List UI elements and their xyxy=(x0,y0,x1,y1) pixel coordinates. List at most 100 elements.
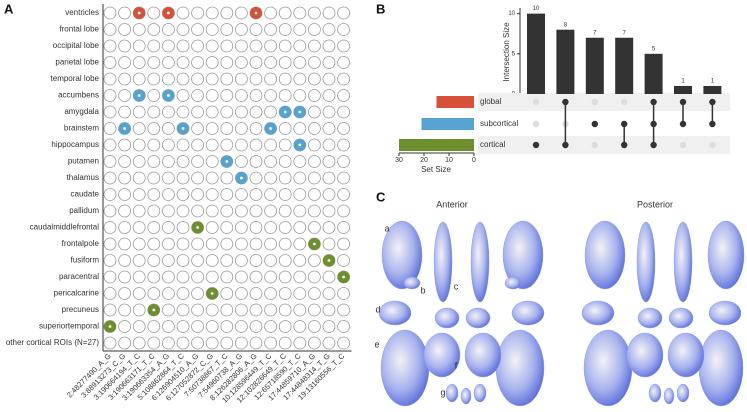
empty-dot xyxy=(249,105,263,119)
bar xyxy=(585,37,604,94)
empty-dot xyxy=(249,320,263,333)
empty-dot xyxy=(147,105,161,119)
empty-dot xyxy=(103,287,117,300)
x-tick-label: 10 xyxy=(445,157,453,164)
region-label: d xyxy=(375,304,380,314)
empty-dot xyxy=(220,39,234,53)
matrix-dot xyxy=(621,98,628,106)
bar xyxy=(556,29,575,94)
empty-dot xyxy=(264,56,278,69)
empty-dot xyxy=(147,336,161,350)
empty-dot xyxy=(234,336,248,350)
empty-dot xyxy=(293,6,307,20)
empty-dot xyxy=(220,204,234,218)
empty-dot xyxy=(118,155,131,168)
empty-dot xyxy=(132,138,146,152)
empty-dot xyxy=(161,303,175,317)
y-tick-label: 5 xyxy=(512,51,516,57)
bar xyxy=(615,37,634,94)
empty-dot xyxy=(191,270,205,284)
matrix-dot xyxy=(532,98,540,106)
empty-dot xyxy=(234,39,248,53)
empty-dot xyxy=(205,254,219,267)
empty-dot xyxy=(337,287,351,300)
empty-dot xyxy=(278,287,292,300)
empty-dot xyxy=(278,270,292,284)
empty-dot xyxy=(103,221,117,234)
empty-dot xyxy=(322,287,336,300)
empty-dot xyxy=(307,188,321,201)
empty-dot xyxy=(264,287,278,300)
empty-dot xyxy=(132,237,146,251)
value-label: 1 xyxy=(681,79,685,85)
empty-dot xyxy=(205,89,219,102)
hit-center xyxy=(181,127,185,130)
empty-dot xyxy=(118,204,131,218)
empty-dot xyxy=(337,6,351,20)
brain-renderings xyxy=(378,220,745,407)
hit-center xyxy=(283,110,287,114)
empty-dot xyxy=(234,122,248,135)
empty-dot xyxy=(118,105,131,119)
empty-dot xyxy=(278,89,292,102)
empty-dot xyxy=(234,105,248,119)
empty-dot xyxy=(132,287,146,300)
empty-dot xyxy=(293,23,307,36)
panel-label: A xyxy=(4,1,14,16)
empty-dot xyxy=(176,254,190,267)
empty-dot xyxy=(293,336,307,350)
empty-dot xyxy=(205,23,219,36)
empty-dot xyxy=(103,105,117,119)
empty-dot xyxy=(118,6,131,20)
empty-dot xyxy=(307,221,321,234)
empty-dot xyxy=(176,155,190,168)
x-tick-label: 30 xyxy=(395,157,403,164)
empty-dot xyxy=(278,138,292,152)
empty-dot xyxy=(220,221,234,234)
hit-center xyxy=(196,226,200,229)
empty-dot xyxy=(205,320,219,333)
hit-center xyxy=(123,127,126,130)
empty-dot xyxy=(176,105,190,119)
empty-dot xyxy=(322,336,336,350)
empty-dot xyxy=(337,221,351,234)
empty-dot xyxy=(322,72,336,86)
region-label: g xyxy=(440,387,445,397)
empty-dot xyxy=(322,320,336,333)
empty-dot xyxy=(234,254,248,267)
empty-dot xyxy=(337,39,351,53)
empty-dot xyxy=(103,72,117,86)
empty-dot xyxy=(234,303,248,317)
empty-dot xyxy=(234,23,248,36)
empty-dot xyxy=(161,204,175,218)
empty-dot xyxy=(307,254,321,267)
region-label: a xyxy=(384,223,389,233)
row-label: precuneus xyxy=(62,305,99,314)
empty-dot xyxy=(176,287,190,300)
empty-dot xyxy=(234,56,248,69)
empty-dot xyxy=(249,171,263,185)
bar xyxy=(527,13,545,95)
empty-dot xyxy=(118,287,131,300)
empty-dot xyxy=(322,89,336,102)
empty-dot xyxy=(103,270,117,284)
empty-dot xyxy=(103,204,117,218)
empty-dot xyxy=(161,23,175,36)
empty-dot xyxy=(103,336,117,350)
set-label: cortical xyxy=(480,140,506,149)
panel-label: C xyxy=(376,189,386,204)
empty-dot xyxy=(307,56,321,69)
value-label: 1 xyxy=(711,79,715,85)
hit-center xyxy=(137,94,141,97)
empty-dot xyxy=(103,39,117,53)
hit-center xyxy=(269,127,272,130)
hit-center xyxy=(342,275,345,279)
empty-dot xyxy=(205,221,219,234)
region-label: b xyxy=(420,285,425,295)
row-label: other cortical ROIs (N=27) xyxy=(6,338,99,347)
empty-dot xyxy=(118,39,131,53)
empty-dot xyxy=(278,254,292,267)
value-label: 5 xyxy=(652,46,656,52)
empty-dot xyxy=(337,122,351,135)
empty-dot xyxy=(191,237,205,251)
